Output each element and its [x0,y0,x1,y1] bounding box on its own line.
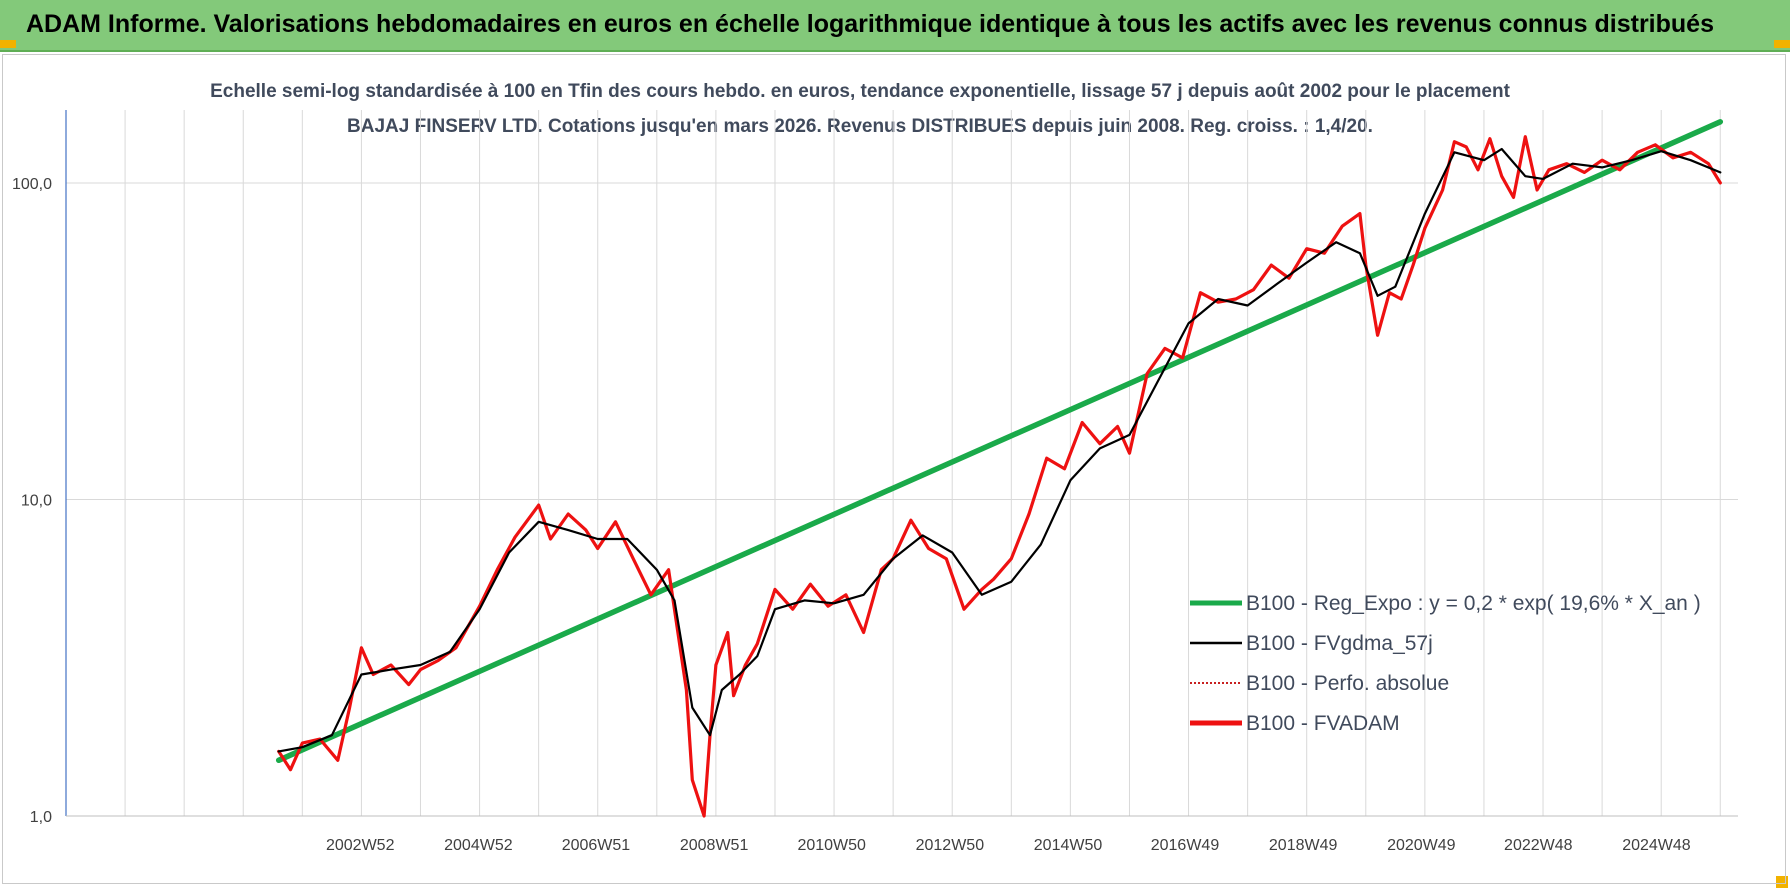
corner-accent-right [1774,40,1790,48]
x-tick-label: 2002W52 [326,837,395,854]
axes: 1,0 10,0 100,0 2002W52 2004W52 2006W51 2008W51… [12,110,1738,854]
chart-frame [2,54,1786,884]
y-tick-label: 10,0 [21,492,52,509]
x-tick-label: 2016W49 [1151,837,1220,854]
report-title: ADAM Informe. Valorisations hebdomadaire… [26,10,1714,38]
x-tick-label: 2014W50 [1034,837,1103,854]
series-line-fvadam [277,135,1722,818]
y-tick-label: 100,0 [12,176,52,193]
x-tick-label: 2018W49 [1269,837,1338,854]
x-tick-label: 2004W52 [444,837,513,854]
legend-label-absolute_perf: B100 - Perfo. absolue [1246,672,1449,695]
legend-label-regression: B100 - Reg_Expo : y = 0,2 * exp( 19,6% *… [1246,592,1701,615]
x-tick-label: 2008W51 [680,837,749,854]
series-line-regression [275,119,1724,764]
legend: B100 - Reg_Expo : y = 0,2 * exp( 19,6% *… [1190,592,1701,735]
header-banner: ADAM Informe. Valorisations hebdomadaire… [0,0,1790,52]
corner-accent-left [0,40,16,48]
y-tick-label: 1,0 [30,809,52,826]
chart-title: Echelle semi-log standardisée à 100 en T… [210,81,1510,137]
x-tick-label: 2024W48 [1622,837,1691,854]
x-tick-label: 2012W50 [916,837,985,854]
series-line-smoothed [277,147,1722,753]
series-layer [275,119,1724,818]
grid [65,110,1738,817]
x-tick-label: 2022W48 [1504,837,1573,854]
legend-label-fvadam: B100 - FVADAM [1246,712,1400,735]
x-tick-label: 2006W51 [562,837,631,854]
legend-label-smoothed: B100 - FVgdma_57j [1246,632,1433,655]
x-tick-label: 2010W50 [797,837,866,854]
x-tick-label: 2020W49 [1387,837,1456,854]
